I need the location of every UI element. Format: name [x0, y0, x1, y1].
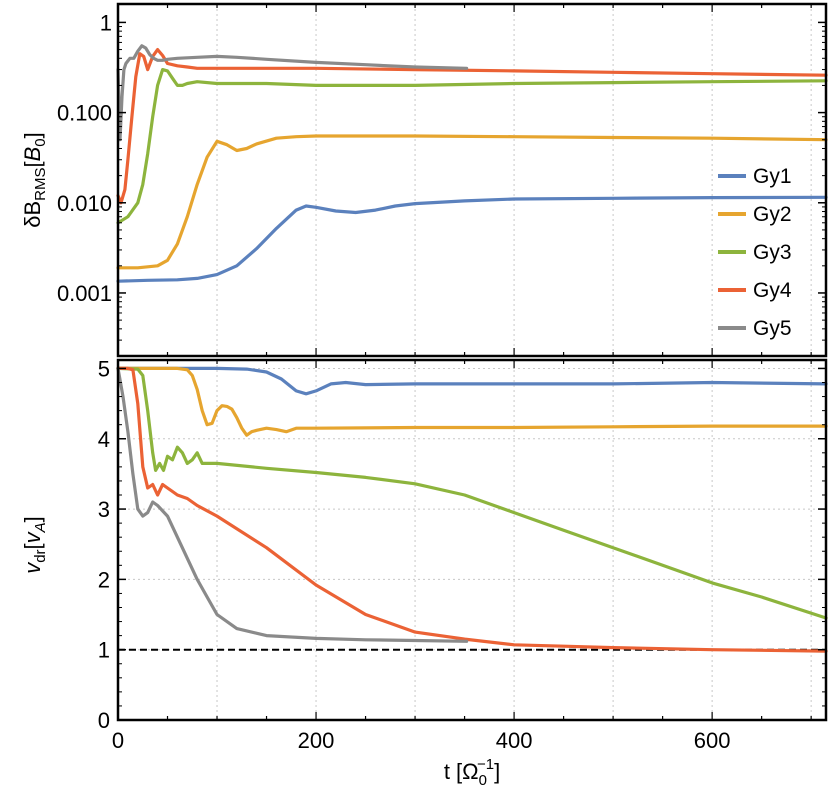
x-tick-label: 400 [496, 728, 533, 753]
top-axis-ticks: 1 0.100 0.010 0.001 [57, 4, 826, 357]
bottom-series-gy4 [116, 366, 828, 653]
bottom-y-tick-label: 5 [98, 356, 110, 381]
bottom-y-tick-label: 4 [98, 427, 110, 452]
top-series-gy2 [116, 134, 828, 270]
legend-label-gy4: Gy4 [753, 279, 792, 302]
legend-label-gy3: Gy3 [753, 241, 792, 264]
top-series-gy5 [116, 44, 469, 142]
x-axis-label: t [Ω0−1] [444, 756, 500, 789]
legend: Gy1 Gy2 Gy3 Gy4 Gy5 [718, 165, 792, 340]
top-y-axis-label: δBRMS[B0] [20, 132, 49, 228]
top-panel-frame [116, 2, 828, 358]
top-series-gy3 [116, 67, 828, 225]
bottom-y-tick-label: 1 [98, 638, 110, 663]
top-gridlines [216, 4, 812, 356]
top-y-tick-label: 0.010 [57, 191, 112, 216]
bottom-gridlines [118, 360, 826, 720]
top-y-tick-label: 0.001 [57, 281, 112, 306]
bottom-series-gy1 [116, 366, 828, 396]
bottom-axis-ticks: 0 1 2 3 4 5 0 200 400 600 [98, 356, 826, 753]
x-tick-label: 600 [694, 728, 731, 753]
legend-label-gy2: Gy2 [753, 203, 792, 226]
top-y-tick-label: 1 [100, 10, 112, 35]
bottom-y-axis-label: vdr[vA] [20, 516, 49, 574]
top-series-gy4 [116, 47, 828, 205]
bottom-series-gy3 [116, 366, 828, 620]
top-series-gy1 [116, 195, 828, 283]
bottom-panel-frame [116, 358, 828, 722]
bottom-series-gy2 [116, 366, 828, 437]
bottom-series-layer [116, 366, 828, 653]
x-tick-label: 200 [298, 728, 335, 753]
x-tick-label: 0 [112, 728, 124, 753]
top-series-layer [116, 44, 828, 283]
bottom-y-tick-label: 3 [98, 497, 110, 522]
legend-label-gy5: Gy5 [753, 317, 792, 340]
legend-label-gy1: Gy1 [753, 165, 792, 188]
top-y-tick-label: 0.100 [57, 101, 112, 126]
bottom-y-tick-label: 0 [98, 708, 110, 733]
bottom-y-tick-label: 2 [98, 567, 110, 592]
bottom-series-gy5 [116, 366, 469, 643]
